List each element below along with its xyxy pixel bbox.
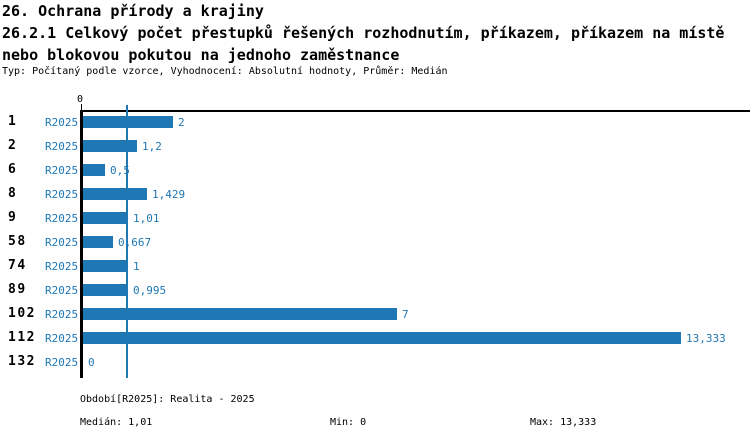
value-label: 13,333 [686,332,726,345]
category-label: 74 [8,258,27,273]
bar [83,116,173,128]
value-label: 1,429 [152,188,186,201]
series-label: R2025 [45,164,79,177]
series-label: R2025 [45,356,79,369]
category-label: 9 [8,210,18,225]
indicator-meta: Typ: Počítaný podle vzorce, Vyhodnocení:… [2,66,448,77]
category-label: 102 [8,306,36,321]
x-axis-zero-tick-label: 0 [77,94,84,105]
series-label: R2025 [45,116,79,129]
bar [83,308,397,320]
series-label: R2025 [45,284,79,297]
footer-max: Max: 13,333 [530,417,597,428]
category-label: 112 [8,330,36,345]
value-label: 1,01 [133,212,160,225]
category-label: 8 [8,186,18,201]
value-label: 2 [178,116,185,129]
series-label: R2025 [45,140,79,153]
category-label: 1 [8,114,18,129]
x-axis-zero-tick [81,104,82,111]
series-label: R2025 [45,236,79,249]
category-label: 6 [8,162,18,177]
bar [83,332,681,344]
series-label: R2025 [45,260,79,273]
value-label: 0 [88,356,95,369]
y-axis-line [80,110,83,378]
category-label: 2 [8,138,18,153]
bar [83,140,137,152]
value-label: 1 [133,260,140,273]
category-label: 89 [8,282,27,297]
indicator-title-line1: 26.2.1 Celkový počet přestupků řešených … [2,24,725,42]
footer-median: Medián: 1,01 [80,417,153,428]
median-line [126,105,128,378]
bar [83,260,128,272]
bar [83,188,147,200]
bar [83,212,128,224]
footer-min: Min: 0 [330,417,367,428]
series-label: R2025 [45,188,79,201]
category-label: 58 [8,234,27,249]
bar [83,284,128,296]
value-label: 0,667 [118,236,152,249]
value-label: 1,2 [142,140,162,153]
value-label: 0,995 [133,284,167,297]
series-label: R2025 [45,332,79,345]
report-title: 26. Ochrana přírody a krajiny [2,2,264,20]
bar [83,236,113,248]
category-label: 132 [8,354,36,369]
indicator-title-line2: nebo blokovou pokutou na jednoho zaměstn… [2,46,400,64]
footer-period: Období[R2025]: Realita - 2025 [80,394,255,405]
x-axis-line [80,110,750,112]
series-label: R2025 [45,212,79,225]
series-label: R2025 [45,308,79,321]
value-label: 7 [402,308,409,321]
value-label: 0,5 [110,164,130,177]
bar [83,164,105,176]
